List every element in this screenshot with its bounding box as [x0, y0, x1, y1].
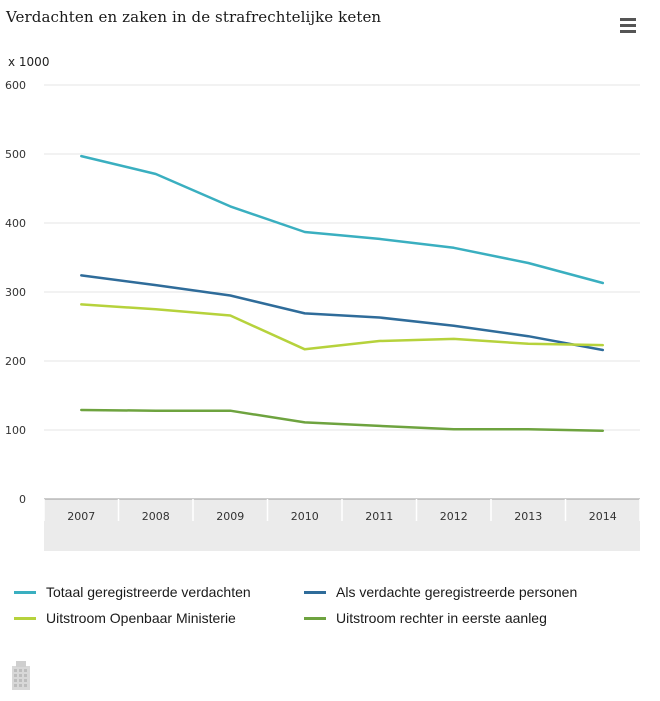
- y-tick-label: 300: [5, 286, 26, 299]
- series-line-1[interactable]: [80, 274, 605, 352]
- legend-label-om: Uitstroom Openbaar Ministerie: [46, 610, 236, 626]
- y-axis-unit-label: x 1000: [8, 55, 50, 69]
- data-point[interactable]: [78, 153, 84, 159]
- data-point[interactable]: [525, 260, 531, 266]
- data-point[interactable]: [227, 408, 233, 414]
- data-point[interactable]: [600, 342, 606, 348]
- data-point[interactable]: [451, 323, 457, 329]
- legend-label-personen: Als verdachte geregistreerde personen: [336, 584, 578, 600]
- data-point[interactable]: [376, 423, 382, 429]
- data-point[interactable]: [78, 272, 84, 278]
- data-point[interactable]: [227, 312, 233, 318]
- data-point[interactable]: [525, 333, 531, 339]
- data-point[interactable]: [451, 336, 457, 342]
- line-chart: 0 100 200 300 400 500 600 2007 2008 2009 2010 2011 2…: [5, 79, 641, 551]
- data-point[interactable]: [302, 310, 308, 316]
- y-tick-label: 200: [5, 355, 26, 368]
- y-tick-label: 400: [5, 217, 26, 230]
- legend-swatch-rechter: [304, 616, 326, 620]
- data-point[interactable]: [376, 236, 382, 242]
- data-point[interactable]: [78, 407, 84, 413]
- data-point[interactable]: [153, 282, 159, 288]
- data-point[interactable]: [302, 419, 308, 425]
- y-tick-label: 100: [5, 424, 26, 437]
- data-point[interactable]: [600, 280, 606, 286]
- series-line-0[interactable]: [80, 154, 605, 285]
- data-point[interactable]: [227, 292, 233, 298]
- legend-item-rechter[interactable]: Uitstroom rechter in eerste aanleg: [304, 610, 547, 626]
- legend-item-personen[interactable]: Als verdachte geregistreerde personen: [304, 584, 577, 600]
- legend-label-rechter: Uitstroom rechter in eerste aanleg: [336, 610, 547, 626]
- x-tick-label: 2009: [216, 510, 244, 523]
- hamburger-menu-icon[interactable]: [620, 18, 636, 34]
- legend-item-om[interactable]: Uitstroom Openbaar Ministerie: [14, 610, 236, 626]
- data-point[interactable]: [525, 426, 531, 432]
- data-point[interactable]: [227, 203, 233, 209]
- data-point[interactable]: [153, 306, 159, 312]
- x-tick-label: 2010: [291, 510, 319, 523]
- x-tick-label: 2011: [365, 510, 393, 523]
- series-line-2[interactable]: [80, 303, 605, 351]
- legend-swatch-personen: [304, 590, 326, 594]
- data-point[interactable]: [153, 408, 159, 414]
- x-tick-label: 2013: [514, 510, 542, 523]
- chart-title: Verdachten en zaken in de strafrechtelij…: [6, 8, 382, 26]
- y-tick-label: 500: [5, 148, 26, 161]
- cbs-logo-icon: [12, 661, 30, 690]
- y-tick-label: 0: [19, 493, 26, 506]
- data-point[interactable]: [451, 245, 457, 251]
- legend-swatch-totaal: [14, 590, 36, 594]
- x-tick-label: 2008: [142, 510, 170, 523]
- legend-swatch-om: [14, 616, 36, 620]
- data-point[interactable]: [302, 229, 308, 235]
- legend-item-totaal[interactable]: Totaal geregistreerde verdachten: [14, 584, 251, 600]
- data-point[interactable]: [376, 338, 382, 344]
- data-point[interactable]: [451, 426, 457, 432]
- x-tick-label: 2014: [589, 510, 617, 523]
- data-point[interactable]: [78, 301, 84, 307]
- series-line-3[interactable]: [80, 408, 605, 432]
- data-point[interactable]: [600, 428, 606, 434]
- data-point[interactable]: [525, 341, 531, 347]
- x-tick-label: 2007: [67, 510, 95, 523]
- data-point[interactable]: [153, 171, 159, 177]
- y-tick-label: 600: [5, 79, 26, 92]
- x-tick-label: 2012: [440, 510, 468, 523]
- data-point[interactable]: [302, 346, 308, 352]
- data-point[interactable]: [376, 315, 382, 321]
- legend-label-totaal: Totaal geregistreerde verdachten: [46, 584, 251, 600]
